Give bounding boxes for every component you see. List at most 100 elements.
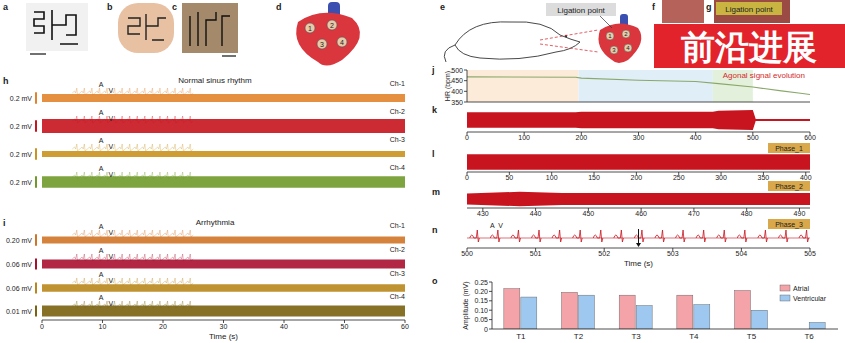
bar [636,306,652,330]
electrode-number: 4 [340,39,344,46]
plot-area [467,192,810,206]
bar [752,310,768,329]
channel-name: Ch-4 [390,293,405,300]
electrode [610,46,618,54]
y-tick-label: 0 [484,326,488,333]
phase-label: Phase_3 [775,221,803,229]
electrode-number: 1 [608,33,612,39]
scale-bar [35,234,37,246]
inset-wave [72,230,193,237]
scale-bar-label: 0.06 mV [6,261,32,268]
panel-label: d [276,2,282,12]
electrode [606,32,614,40]
beat [573,230,583,242]
x-tick-label: 10 [99,323,107,330]
scale-bar-label: 0.06 mV [6,285,32,292]
channel-name: Ch-2 [390,108,405,115]
phase-label: Phase_2 [775,183,803,191]
plot-area [467,154,810,169]
panel-label: a [3,2,9,12]
x-tick-label: 440 [530,210,542,217]
photo [26,3,88,51]
channel-name: Ch-2 [390,246,405,253]
y-tick-label: 0.05 [474,316,488,323]
marker-head [636,243,641,247]
x-tick-label: 150 [588,174,600,181]
inset-label: V [109,87,114,94]
scale-bar-label: 0.2 mV [10,151,33,158]
plot-area [467,70,810,102]
y-tick [489,319,492,320]
electrode-drawing [34,10,78,44]
scale-bar [35,306,37,317]
x-axis [467,248,810,249]
annotation: Ligation point [557,6,605,15]
y-axis [492,282,493,329]
y-tick [489,300,492,301]
scale-bar-label: 0.2 mV [10,95,33,102]
phase-label-box [768,181,810,191]
electrode-number: 2 [624,31,628,37]
x-tick-label: 200 [575,134,587,141]
beat [737,230,747,242]
beat [676,230,686,242]
annotation-box [716,2,782,15]
bar [735,290,751,329]
panel-label: e [440,2,445,12]
x-tick-label: 400 [800,174,812,181]
channel-name: Ch-1 [390,80,405,87]
x-tick-label: 505 [804,250,816,257]
bar [619,295,635,329]
scale-bar-label: 0.2 mV [10,179,33,186]
bar [579,295,595,329]
inset-wave [72,116,193,123]
beat [696,230,706,242]
figure: abcd1234eLigation point1234fgLigation po… [0,0,845,343]
beat [717,230,727,242]
beat [634,230,644,242]
inset-label: A [99,294,104,301]
bar [562,292,578,329]
x-tick-label: 430 [477,210,489,217]
mouse-tail [444,45,455,62]
x-tick-label: 250 [673,174,685,181]
panel-label: n [432,225,438,235]
beat [490,230,500,242]
inset-label: A [99,109,104,116]
beat [614,230,624,242]
photo [118,3,174,53]
x-tick-label: 50 [341,323,349,330]
photo [714,0,790,23]
scale-bar [35,176,37,188]
mouse [455,22,580,59]
phase-label-box [768,143,810,153]
inset-label: V [109,143,114,150]
inset-label: V [109,300,114,307]
electrode [317,39,327,49]
x-tick-label: T1 [516,332,526,341]
x-tick-label: 50 [505,174,513,181]
x-tick-label: 300 [633,134,645,141]
y-tick-label: 450 [451,77,463,84]
x-tick-label: 30 [220,323,228,330]
channel-name: Ch-3 [390,136,405,143]
bar [504,289,520,329]
beat [470,230,480,242]
y-tick [464,80,467,81]
x-tick-label: 0 [40,323,44,330]
y-axis-label: HR (bpm) [444,71,452,101]
scale-bar [35,148,37,160]
channel-name: Ch-3 [390,270,405,277]
panel-label: i [3,218,6,228]
x-tick-label: 490 [794,210,806,217]
scale-bar [35,92,37,104]
bar [521,297,537,329]
x-tick-label: 350 [758,174,770,181]
y-tick-label: 0.25 [474,279,488,286]
y-tick-label: 0.15 [474,297,488,304]
beat [531,230,541,242]
panel-label: c [172,2,177,12]
electrode [624,44,632,52]
beat [593,230,603,242]
inset-label: V [109,277,114,284]
